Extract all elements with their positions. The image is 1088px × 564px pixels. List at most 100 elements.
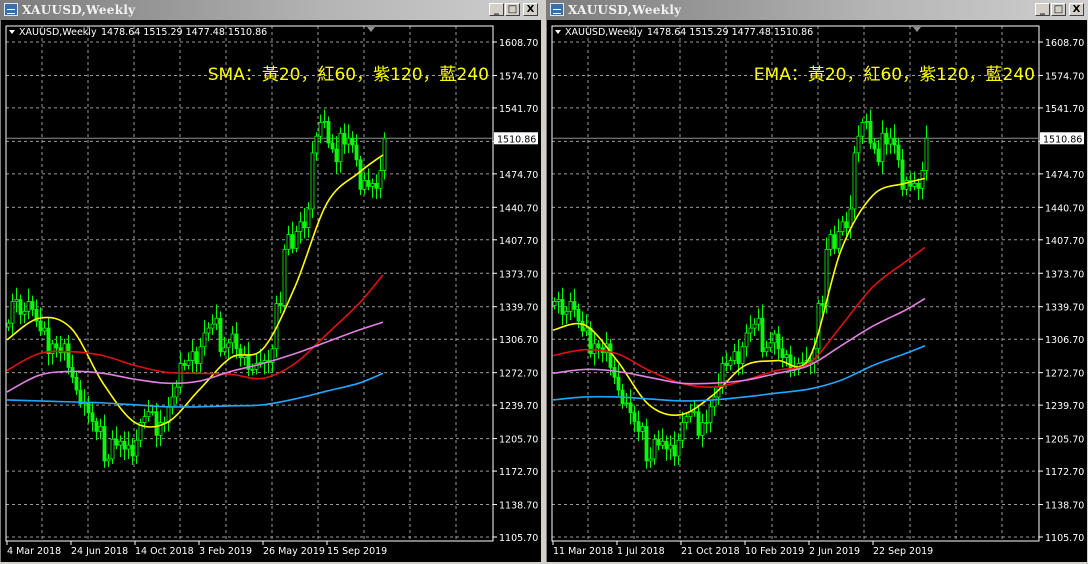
chart-area[interactable]: 1608.70 1574.70 1541.70 1474.70 1440.70 1407.… bbox=[0, 20, 541, 562]
candle-body bbox=[780, 348, 785, 358]
candle-body bbox=[908, 180, 913, 187]
candle-body bbox=[696, 411, 701, 436]
candle-body bbox=[896, 144, 901, 161]
candle-body bbox=[130, 444, 135, 457]
chart-window-sma: XAUUSD,Weekly _ □ X 1608.70 1574.70 1541.7… bbox=[0, 0, 542, 564]
minimize-button[interactable]: _ bbox=[489, 3, 504, 16]
candle-body bbox=[900, 159, 905, 190]
candle-body bbox=[664, 440, 669, 450]
candle-body bbox=[700, 422, 705, 436]
current-price-label: 1510.86 bbox=[497, 134, 536, 145]
candle-body bbox=[86, 402, 91, 414]
current-price-box bbox=[494, 132, 538, 145]
price-chart-sma[interactable]: 1608.70 1574.70 1541.70 1474.70 1440.70 1407.… bbox=[1, 20, 541, 562]
candle-body bbox=[102, 426, 107, 462]
y-tick-label: 1407.70 bbox=[1045, 236, 1084, 247]
candle-body bbox=[852, 152, 857, 210]
candle-body bbox=[692, 411, 697, 414]
candle-body bbox=[728, 360, 733, 366]
candle-body bbox=[170, 396, 175, 408]
y-tick-label: 1574.70 bbox=[499, 71, 538, 82]
y-tick-label: 1339.70 bbox=[499, 303, 538, 314]
candle-body bbox=[868, 121, 873, 144]
candle-body bbox=[748, 327, 753, 334]
candle-body bbox=[14, 299, 19, 302]
candle-body bbox=[864, 121, 869, 123]
minimize-button[interactable]: _ bbox=[1035, 3, 1050, 16]
candle-body bbox=[122, 440, 127, 450]
y-tick-label: 1407.70 bbox=[499, 236, 538, 247]
candle-body bbox=[218, 317, 223, 353]
y-tick-label: 1541.70 bbox=[499, 104, 538, 115]
candle-body bbox=[126, 444, 131, 450]
candle-body bbox=[912, 183, 917, 187]
candle-body bbox=[54, 343, 59, 349]
y-tick-label: 1105.70 bbox=[499, 533, 538, 544]
candle-body bbox=[110, 438, 115, 460]
candle-body bbox=[382, 137, 387, 172]
moving-average-line bbox=[6, 321, 384, 393]
candle-body bbox=[114, 438, 119, 446]
candle-body bbox=[560, 299, 565, 315]
candle-body bbox=[776, 333, 781, 350]
title-bar[interactable]: XAUUSD,Weekly _ □ X bbox=[546, 0, 1088, 20]
y-tick-label: 1172.70 bbox=[1045, 467, 1084, 478]
plot-frame bbox=[551, 25, 1040, 542]
price-chart-ema[interactable]: 1608.70 1574.70 1541.70 1474.70 1440.70 1407.… bbox=[547, 20, 1087, 562]
candle-body bbox=[552, 301, 557, 306]
candle-body bbox=[876, 148, 881, 163]
x-tick-label: 14 Oct 2018 bbox=[135, 546, 194, 557]
candle-body bbox=[314, 135, 319, 154]
candle-body bbox=[844, 221, 849, 229]
x-tick-label: 21 Oct 2018 bbox=[681, 546, 740, 557]
candle-body bbox=[556, 299, 561, 302]
chart-window-ema: XAUUSD,Weekly _ □ X 1608.70 1574.70 1541.7… bbox=[546, 0, 1088, 564]
maximize-button[interactable]: □ bbox=[1051, 3, 1066, 16]
candle-body bbox=[564, 310, 569, 315]
dropdown-triangle-icon bbox=[555, 30, 561, 34]
chart-area[interactable]: 1608.70 1574.70 1541.70 1474.70 1440.70 1407.… bbox=[546, 20, 1087, 562]
candle-body bbox=[342, 132, 347, 145]
y-tick-label: 1306.70 bbox=[1045, 335, 1084, 346]
title-bar[interactable]: XAUUSD,Weekly _ □ X bbox=[0, 0, 542, 20]
candle-body bbox=[298, 221, 303, 233]
candle-body bbox=[772, 333, 777, 344]
candle-body bbox=[660, 440, 665, 446]
candle-body bbox=[278, 303, 283, 306]
current-price-label: 1510.86 bbox=[1043, 134, 1082, 145]
close-button[interactable]: X bbox=[523, 3, 538, 16]
y-tick-label: 1373.70 bbox=[499, 269, 538, 280]
candle-body bbox=[138, 422, 143, 441]
y-tick-label: 1105.70 bbox=[1045, 533, 1084, 544]
candle-body bbox=[636, 421, 641, 432]
candle-body bbox=[652, 438, 657, 460]
candle-body bbox=[190, 351, 195, 361]
candle-body bbox=[872, 142, 877, 150]
candle-body bbox=[828, 234, 833, 250]
ohlc-values: 1478.64 1515.29 1477.48 1510.86 bbox=[101, 27, 267, 38]
candle-body bbox=[38, 320, 43, 332]
candle-body bbox=[840, 221, 845, 233]
candle-body bbox=[836, 231, 841, 249]
candle-body bbox=[6, 322, 11, 328]
moving-average-line bbox=[6, 154, 384, 428]
y-tick-label: 1608.70 bbox=[499, 38, 538, 49]
candle-body bbox=[720, 363, 725, 388]
y-tick-label: 1272.70 bbox=[1045, 369, 1084, 380]
candle-body bbox=[708, 406, 713, 423]
candle-body bbox=[370, 183, 375, 187]
close-button[interactable]: X bbox=[1069, 3, 1084, 16]
ma-annotation: SMA：黃20，紅60，紫120，藍240 bbox=[208, 65, 489, 85]
candle-body bbox=[904, 180, 909, 190]
candle-body bbox=[30, 301, 35, 310]
maximize-button[interactable]: □ bbox=[505, 3, 520, 16]
candle-body bbox=[784, 354, 789, 358]
candle-body bbox=[644, 426, 649, 462]
window-title: XAUUSD,Weekly bbox=[22, 3, 136, 17]
candle-body bbox=[824, 248, 829, 306]
candle-body bbox=[712, 396, 717, 408]
candle-body bbox=[740, 346, 745, 364]
window-title: XAUUSD,Weekly bbox=[568, 3, 682, 17]
y-tick-label: 1339.70 bbox=[1045, 303, 1084, 314]
candle-body bbox=[764, 347, 769, 353]
